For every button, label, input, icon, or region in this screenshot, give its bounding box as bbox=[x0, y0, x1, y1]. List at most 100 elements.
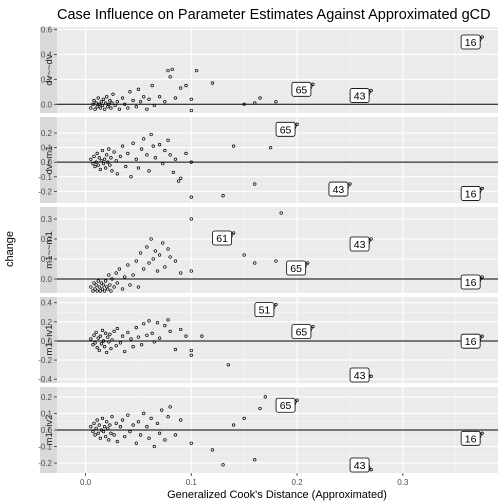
data-point bbox=[157, 431, 162, 435]
case-label-box bbox=[460, 274, 481, 290]
data-point bbox=[136, 335, 141, 339]
y-tick-label: -0.2 bbox=[38, 187, 52, 196]
data-point bbox=[89, 157, 93, 161]
data-point bbox=[93, 107, 97, 111]
y-tick-label: -0.1 bbox=[38, 173, 52, 182]
data-point bbox=[150, 331, 154, 335]
data-point bbox=[108, 423, 112, 427]
case-label: 65 bbox=[296, 327, 308, 339]
data-point bbox=[110, 338, 114, 342]
data-point bbox=[305, 261, 310, 265]
data-point bbox=[145, 245, 149, 249]
data-point bbox=[134, 441, 138, 445]
y-tick-label: 0.1 bbox=[41, 409, 53, 418]
data-point bbox=[134, 325, 138, 330]
data-point bbox=[151, 257, 155, 261]
data-point bbox=[253, 261, 257, 265]
data-point bbox=[89, 425, 93, 429]
facet-strip-label: dv~m1 bbox=[44, 146, 55, 175]
data-point bbox=[107, 340, 111, 344]
data-point bbox=[176, 179, 181, 183]
case-label-box bbox=[212, 230, 233, 246]
data-point bbox=[107, 147, 111, 151]
data-point bbox=[138, 100, 143, 104]
data-point bbox=[163, 324, 167, 328]
data-point bbox=[170, 67, 174, 72]
data-point bbox=[105, 95, 109, 99]
data-point bbox=[253, 182, 257, 186]
data-point bbox=[114, 421, 118, 426]
data-point bbox=[91, 102, 95, 106]
case-label-box bbox=[275, 397, 296, 413]
facet-panel: dv~~dv 0.6 0.4 0.2 0.0 65 43 16 bbox=[40, 25, 498, 113]
data-point bbox=[126, 413, 130, 417]
data-point bbox=[94, 160, 98, 164]
data-point bbox=[106, 160, 110, 164]
facet-strip bbox=[40, 387, 57, 473]
data-point bbox=[131, 273, 135, 277]
data-point bbox=[253, 458, 257, 462]
data-point bbox=[166, 138, 170, 142]
data-point bbox=[179, 271, 183, 275]
data-point bbox=[184, 334, 188, 338]
data-point bbox=[168, 255, 172, 259]
data-point bbox=[92, 421, 96, 426]
data-point bbox=[93, 287, 97, 291]
data-point bbox=[91, 289, 95, 293]
data-point bbox=[136, 285, 141, 289]
data-point bbox=[311, 82, 315, 86]
data-point bbox=[295, 398, 299, 402]
data-point bbox=[295, 122, 299, 126]
data-point bbox=[179, 176, 183, 180]
data-point bbox=[231, 144, 236, 148]
data-point bbox=[480, 186, 484, 191]
data-point bbox=[171, 170, 175, 175]
data-point bbox=[93, 341, 97, 345]
data-point bbox=[95, 418, 99, 422]
data-point bbox=[91, 161, 95, 166]
data-point bbox=[109, 431, 113, 435]
data-point bbox=[100, 103, 105, 108]
data-point bbox=[97, 285, 101, 289]
data-point bbox=[131, 141, 135, 145]
data-point bbox=[129, 337, 133, 341]
data-point bbox=[115, 100, 119, 104]
case-label: 43 bbox=[354, 239, 366, 251]
data-point bbox=[231, 423, 236, 427]
data-point bbox=[103, 331, 108, 335]
data-point bbox=[123, 275, 127, 279]
x-tick-label: 0.2 bbox=[292, 478, 304, 487]
data-point bbox=[103, 101, 108, 105]
data-point bbox=[98, 334, 103, 338]
data-point bbox=[109, 289, 113, 293]
data-point bbox=[112, 433, 116, 437]
data-point bbox=[147, 319, 151, 323]
y-tick-label: -0.2 bbox=[38, 459, 52, 468]
data-point bbox=[106, 287, 110, 291]
data-point bbox=[163, 100, 167, 104]
data-point bbox=[166, 318, 170, 322]
data-point bbox=[258, 406, 262, 411]
data-point bbox=[99, 428, 104, 432]
data-point bbox=[120, 418, 125, 422]
data-point bbox=[173, 259, 178, 263]
data-point bbox=[139, 343, 144, 347]
case-label: 61 bbox=[216, 233, 228, 245]
data-point bbox=[221, 194, 225, 198]
data-point bbox=[101, 339, 106, 343]
data-point bbox=[117, 107, 122, 111]
facet-strip bbox=[40, 297, 57, 383]
data-point bbox=[189, 108, 193, 113]
data-point bbox=[184, 83, 188, 88]
data-point bbox=[189, 217, 193, 221]
data-point bbox=[98, 167, 103, 172]
data-point bbox=[168, 153, 172, 157]
data-point bbox=[274, 259, 278, 263]
case-label-box bbox=[328, 181, 349, 197]
data-point bbox=[147, 261, 151, 265]
data-point bbox=[112, 329, 116, 334]
data-point bbox=[97, 423, 101, 427]
facet-panel: dv~m1 0.2 0.1 0.0 -0.1 -0.2 65 43 16 bbox=[38, 117, 498, 203]
data-point bbox=[149, 416, 153, 421]
case-label-box bbox=[349, 367, 370, 383]
